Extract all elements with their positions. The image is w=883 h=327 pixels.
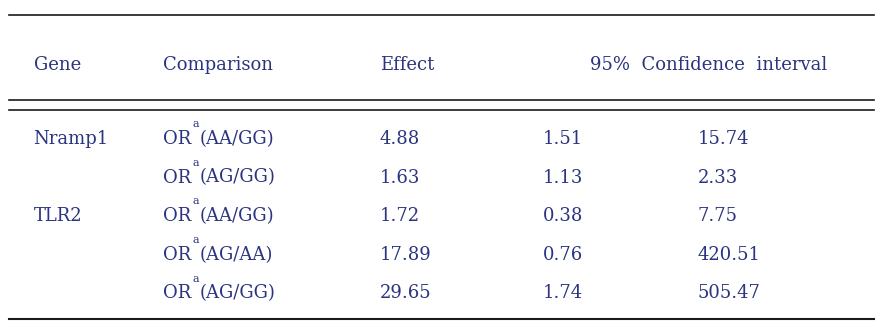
Text: Nramp1: Nramp1 (34, 130, 109, 148)
Text: 0.38: 0.38 (543, 207, 584, 225)
Text: (AG/GG): (AG/GG) (200, 168, 275, 187)
Text: 15.74: 15.74 (698, 130, 749, 148)
Text: Effect: Effect (380, 56, 434, 75)
Text: 29.65: 29.65 (380, 284, 431, 302)
Text: (AG/GG): (AG/GG) (200, 284, 275, 302)
Text: 95%  Confidence  interval: 95% Confidence interval (590, 56, 827, 75)
Text: 1.13: 1.13 (543, 168, 584, 187)
Text: a: a (192, 274, 200, 284)
Text: a: a (192, 158, 200, 168)
Text: OR: OR (163, 284, 192, 302)
Text: a: a (192, 235, 200, 245)
Text: OR: OR (163, 168, 192, 187)
Text: 1.72: 1.72 (380, 207, 419, 225)
Text: 17.89: 17.89 (380, 246, 432, 264)
Text: a: a (192, 197, 200, 206)
Text: 4.88: 4.88 (380, 130, 420, 148)
Text: OR: OR (163, 246, 192, 264)
Text: 7.75: 7.75 (698, 207, 737, 225)
Text: OR: OR (163, 207, 192, 225)
Text: Comparison: Comparison (163, 56, 274, 75)
Text: 420.51: 420.51 (698, 246, 760, 264)
Text: (AA/GG): (AA/GG) (200, 207, 275, 225)
Text: OR: OR (163, 130, 192, 148)
Text: 1.74: 1.74 (543, 284, 583, 302)
Text: 0.76: 0.76 (543, 246, 584, 264)
Text: 505.47: 505.47 (698, 284, 760, 302)
Text: a: a (192, 119, 200, 129)
Text: TLR2: TLR2 (34, 207, 82, 225)
Text: (AA/GG): (AA/GG) (200, 130, 275, 148)
Text: 1.63: 1.63 (380, 168, 420, 187)
Text: 2.33: 2.33 (698, 168, 738, 187)
Text: (AG/AA): (AG/AA) (200, 246, 273, 264)
Text: Gene: Gene (34, 56, 81, 75)
Text: 1.51: 1.51 (543, 130, 584, 148)
